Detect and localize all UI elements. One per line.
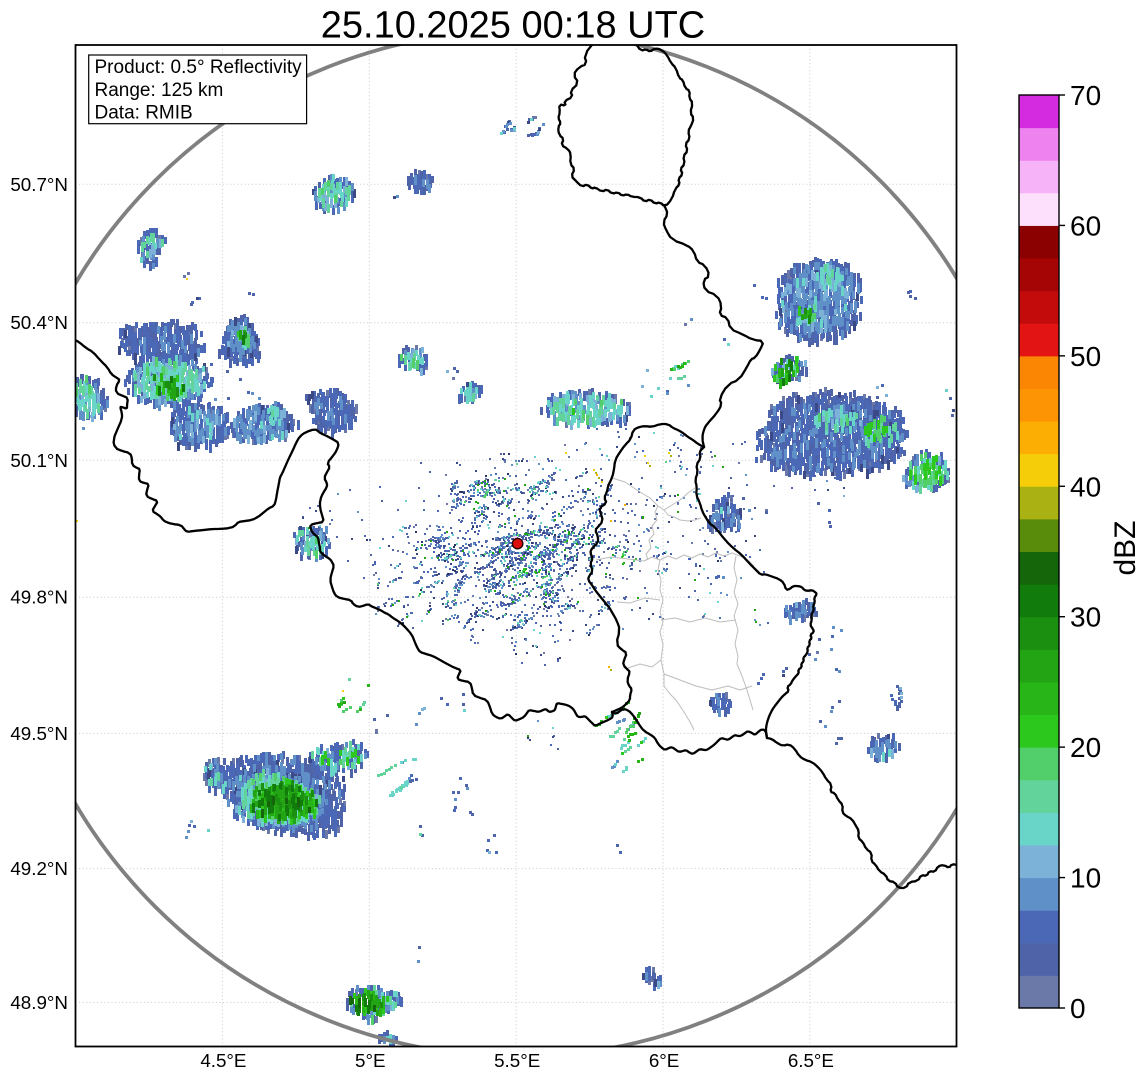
- svg-text:49.2°N: 49.2°N: [10, 858, 68, 879]
- svg-text:50: 50: [1070, 341, 1101, 372]
- svg-text:4.5°E: 4.5°E: [200, 1050, 246, 1071]
- svg-text:5.5°E: 5.5°E: [494, 1050, 540, 1071]
- svg-text:20: 20: [1070, 732, 1101, 763]
- svg-text:50.4°N: 50.4°N: [10, 312, 68, 333]
- svg-text:Range: 125 km: Range: 125 km: [95, 80, 224, 101]
- svg-text:49.8°N: 49.8°N: [10, 587, 68, 608]
- svg-text:50.7°N: 50.7°N: [10, 174, 68, 195]
- svg-text:6.5°E: 6.5°E: [788, 1050, 834, 1071]
- svg-text:25.10.2025 00:18 UTC: 25.10.2025 00:18 UTC: [321, 5, 706, 47]
- svg-text:70: 70: [1070, 80, 1101, 111]
- svg-text:6°E: 6°E: [649, 1050, 679, 1071]
- svg-text:48.9°N: 48.9°N: [10, 992, 68, 1013]
- svg-text:dBZ: dBZ: [1109, 520, 1142, 575]
- svg-text:0: 0: [1070, 993, 1086, 1024]
- svg-text:50.1°N: 50.1°N: [10, 450, 68, 471]
- svg-text:49.5°N: 49.5°N: [10, 723, 68, 744]
- svg-text:40: 40: [1070, 471, 1101, 502]
- svg-text:Product: 0.5° Reflectivity: Product: 0.5° Reflectivity: [95, 57, 303, 78]
- svg-text:30: 30: [1070, 602, 1101, 633]
- svg-text:Data: RMIB: Data: RMIB: [95, 103, 193, 124]
- svg-text:5°E: 5°E: [355, 1050, 385, 1071]
- svg-text:10: 10: [1070, 863, 1101, 894]
- svg-text:60: 60: [1070, 210, 1101, 241]
